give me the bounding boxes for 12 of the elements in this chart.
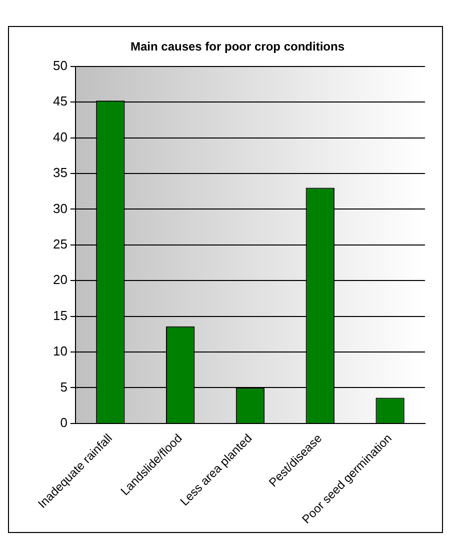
y-tick-label: 45 [52,94,68,109]
y-tick-label: 35 [52,165,68,180]
y-tick-label: 40 [52,129,68,144]
chart-title: Main causes for poor crop conditions [130,40,345,54]
y-tick-label: 25 [52,236,68,252]
y-tick-label: 15 [52,308,68,323]
y-tick-label: 10 [52,344,68,359]
y-tick-label: 50 [52,58,68,73]
y-tick-label: 0 [60,415,68,430]
y-tick-label: 20 [52,272,68,288]
y-tick-label: 5 [60,379,68,394]
y-tick-label: 30 [52,200,68,216]
